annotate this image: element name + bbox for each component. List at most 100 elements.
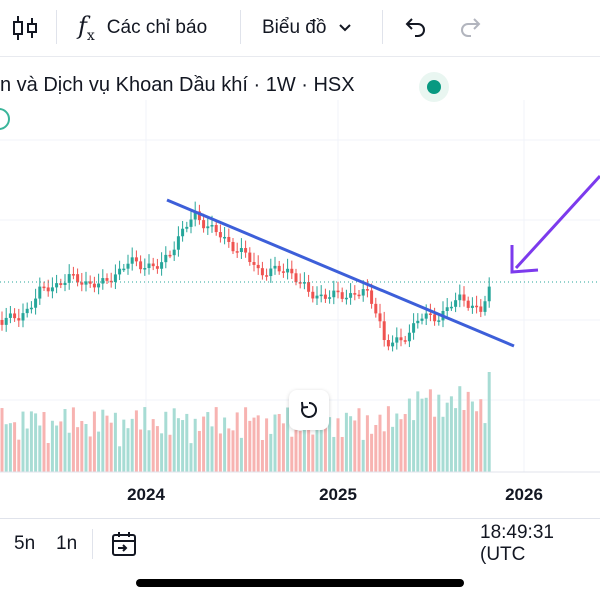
undo-icon	[405, 18, 425, 37]
volume-bar	[286, 407, 290, 472]
undo-button[interactable]	[402, 0, 428, 56]
volume-bar	[46, 443, 50, 472]
candle-body	[21, 313, 25, 321]
volume-bar	[277, 413, 281, 472]
volume-bar	[80, 420, 84, 472]
bottom-toolbar: 5n 1n 18:49:31 (UTC	[0, 518, 600, 569]
volume-bar	[122, 419, 126, 472]
volume-bar	[424, 397, 428, 472]
candle-body	[202, 220, 206, 229]
toolbar-separator	[240, 10, 241, 44]
candle-body	[315, 295, 319, 299]
toolbar-separator	[382, 10, 383, 44]
toolbar-separator	[56, 10, 57, 44]
candle-body	[374, 303, 378, 314]
candle-body	[105, 278, 109, 281]
candle-body	[458, 294, 462, 301]
volume-bar	[38, 425, 42, 472]
volume-bar	[164, 411, 168, 472]
candle-body	[428, 313, 432, 315]
volume-bar	[126, 428, 130, 472]
fx-icon: fx	[78, 12, 95, 44]
candle-body	[4, 317, 8, 325]
range-5y-button[interactable]: 5n	[14, 533, 36, 554]
candle-body	[25, 308, 29, 314]
top-toolbar: fx Các chỉ báo Biểu đồ	[0, 0, 600, 56]
volume-bar	[441, 416, 445, 472]
trendline	[166, 198, 515, 348]
candle-body	[273, 265, 277, 269]
volume-bar	[172, 408, 176, 472]
calendar-goto-icon	[112, 532, 136, 556]
candle-body	[34, 298, 38, 308]
candle-body	[382, 321, 386, 341]
volume-bar	[281, 423, 285, 472]
goto-date-button[interactable]	[110, 519, 140, 569]
volume-bar	[118, 446, 122, 472]
volume-bar	[239, 437, 243, 472]
volume-bar	[97, 431, 101, 472]
candle-body	[206, 226, 210, 229]
volume-bar	[470, 401, 474, 472]
candle-body	[307, 282, 311, 292]
volume-bar	[206, 412, 210, 472]
volume-bar	[109, 422, 113, 472]
candle-body	[483, 301, 487, 312]
volume-bar	[248, 420, 252, 472]
reset-chart-button[interactable]	[289, 390, 329, 430]
symbol-title[interactable]: n và Dịch vụ Khoan Dầu khí · 1W · HSX	[0, 74, 355, 96]
candle-body	[311, 291, 315, 299]
volume-bar	[315, 406, 319, 472]
candle-body	[361, 289, 365, 296]
candle-body	[487, 286, 491, 302]
volume-bar	[63, 409, 67, 472]
candle-body	[118, 268, 122, 275]
volume-bar	[235, 412, 239, 472]
candle-body	[332, 290, 336, 298]
price-chart[interactable]: 2024 2025 2026	[0, 100, 600, 510]
candle-body	[479, 306, 483, 312]
candle-body	[67, 274, 71, 283]
volume-bar	[449, 396, 453, 472]
candle-body	[298, 282, 302, 284]
candle-body	[328, 297, 332, 299]
volume-bar	[336, 418, 340, 472]
redo-icon	[461, 18, 481, 37]
candle-body	[97, 283, 101, 288]
chart-type-label: Biểu đồ	[262, 17, 327, 38]
candle-body	[353, 293, 357, 295]
range-1y-button[interactable]: 1n	[56, 533, 78, 554]
indicators-button[interactable]: fx Các chỉ báo	[78, 0, 207, 56]
volume-bar	[395, 413, 399, 472]
clock-display[interactable]: 18:49:31 (UTC	[480, 522, 554, 565]
redo-button[interactable]	[458, 0, 484, 56]
volume-bar	[21, 411, 25, 472]
candle-body	[349, 293, 353, 298]
volume-bar	[244, 407, 248, 472]
candle-body	[63, 282, 67, 286]
volume-bar	[378, 414, 382, 472]
volume-bar	[17, 439, 21, 472]
candle-body	[319, 294, 323, 297]
x-tick-label: 2026	[505, 485, 543, 504]
volume-bar	[273, 414, 277, 472]
volume-bar	[428, 389, 432, 472]
candle-body	[466, 300, 470, 308]
volume-bar	[311, 434, 315, 472]
volume-bar	[454, 408, 458, 472]
volume-bar	[265, 418, 269, 472]
volume-bar	[143, 407, 147, 472]
volume-bar	[332, 436, 336, 472]
candle-body	[344, 297, 348, 300]
candle-body	[437, 320, 441, 322]
candlestick-icon[interactable]	[12, 0, 38, 56]
volume-bar	[260, 440, 264, 472]
volume-bar	[403, 414, 407, 472]
candle-body	[407, 332, 411, 342]
volume-bar	[197, 430, 201, 472]
chart-type-button[interactable]: Biểu đồ	[262, 0, 352, 56]
candle-body	[172, 249, 176, 256]
candle-body	[42, 286, 46, 289]
volume-bar	[176, 418, 180, 472]
candle-body	[403, 340, 407, 342]
